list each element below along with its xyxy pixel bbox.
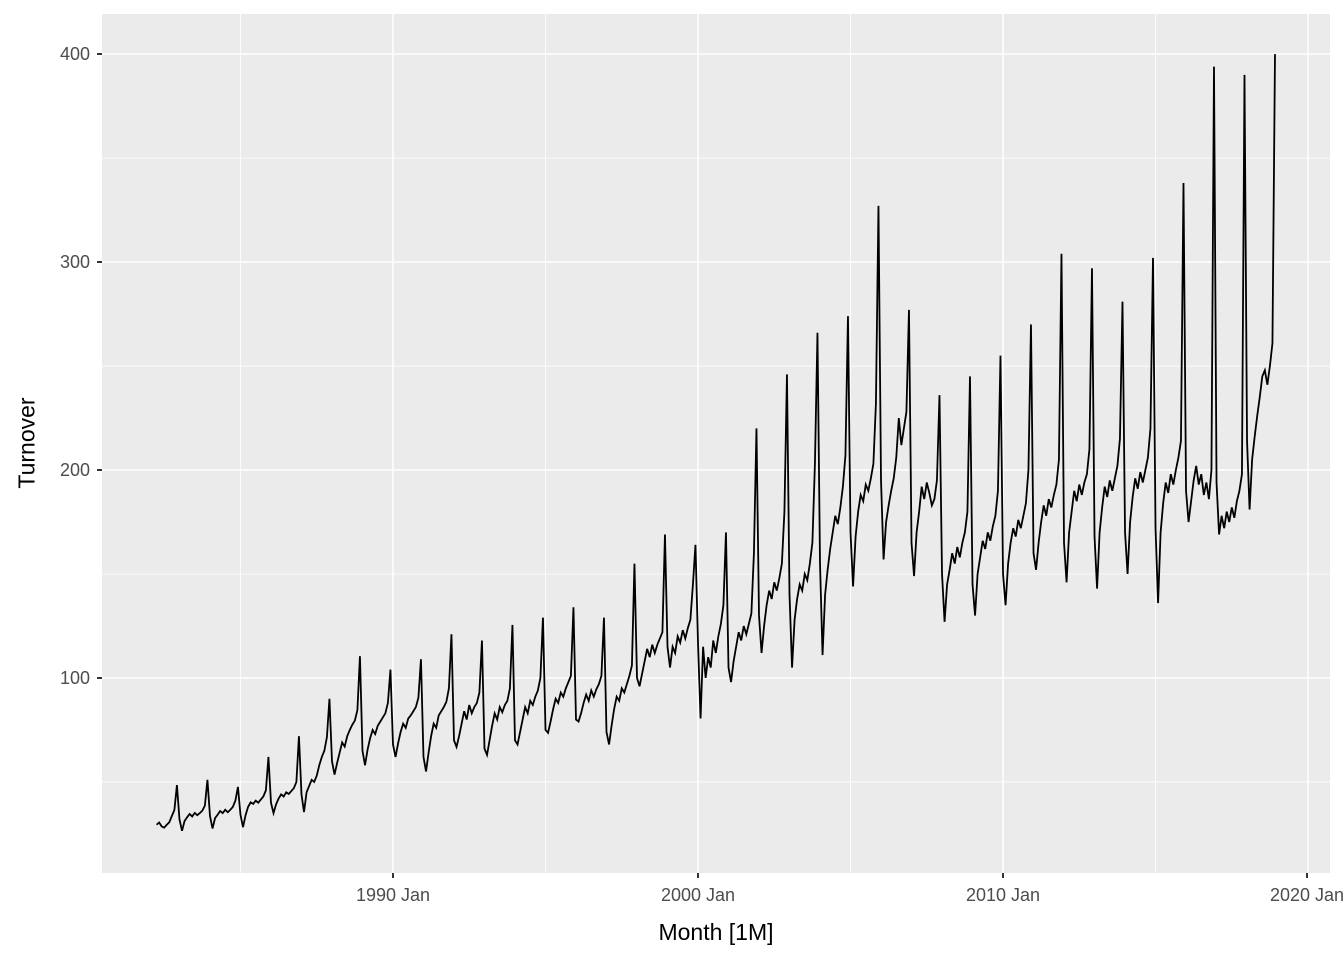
x-tick-label-2020: 2020 Jan [1269, 885, 1344, 905]
y-tick-mark [97, 53, 102, 55]
x-tick-label-1990: 1990 Jan [355, 885, 431, 905]
plot-panel [102, 14, 1330, 873]
y-tick-label-300: 300 [59, 252, 90, 272]
x-tick-mark [1306, 873, 1308, 878]
y-tick-mark [97, 677, 102, 679]
y-axis-title: Turnover [13, 397, 40, 489]
y-tick-mark [97, 469, 102, 471]
y-tick-label-400: 400 [59, 44, 90, 64]
x-tick-label-2010: 2010 Jan [965, 885, 1041, 905]
x-tick-label-2000: 2000 Jan [660, 885, 736, 905]
x-tick-mark [1002, 873, 1004, 878]
y-tick-mark [97, 261, 102, 263]
x-axis-title: Month [1M] [658, 919, 774, 945]
x-tick-mark [697, 873, 699, 878]
turnover-series-line [155, 54, 1276, 832]
x-tick-mark [392, 873, 394, 878]
y-tick-label-200: 200 [59, 460, 90, 480]
y-tick-label-100: 100 [59, 668, 90, 688]
turnover-time-series-chart [102, 14, 1330, 873]
